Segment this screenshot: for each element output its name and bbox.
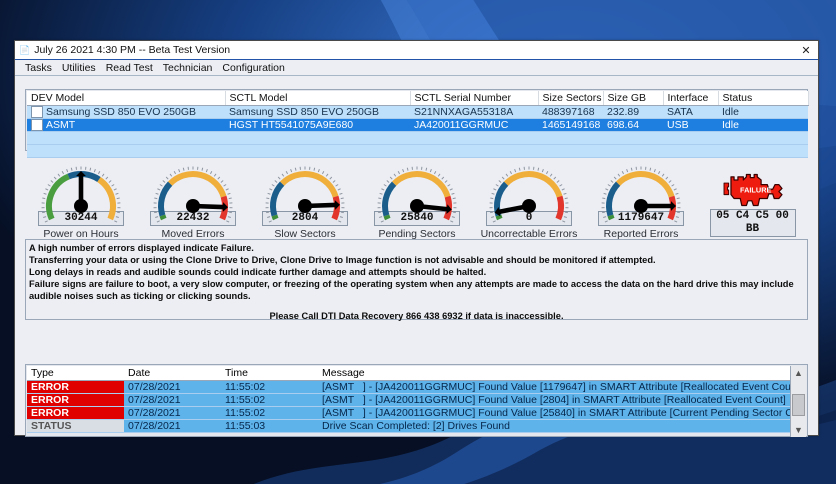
svg-text:FAILURE: FAILURE bbox=[740, 185, 771, 194]
